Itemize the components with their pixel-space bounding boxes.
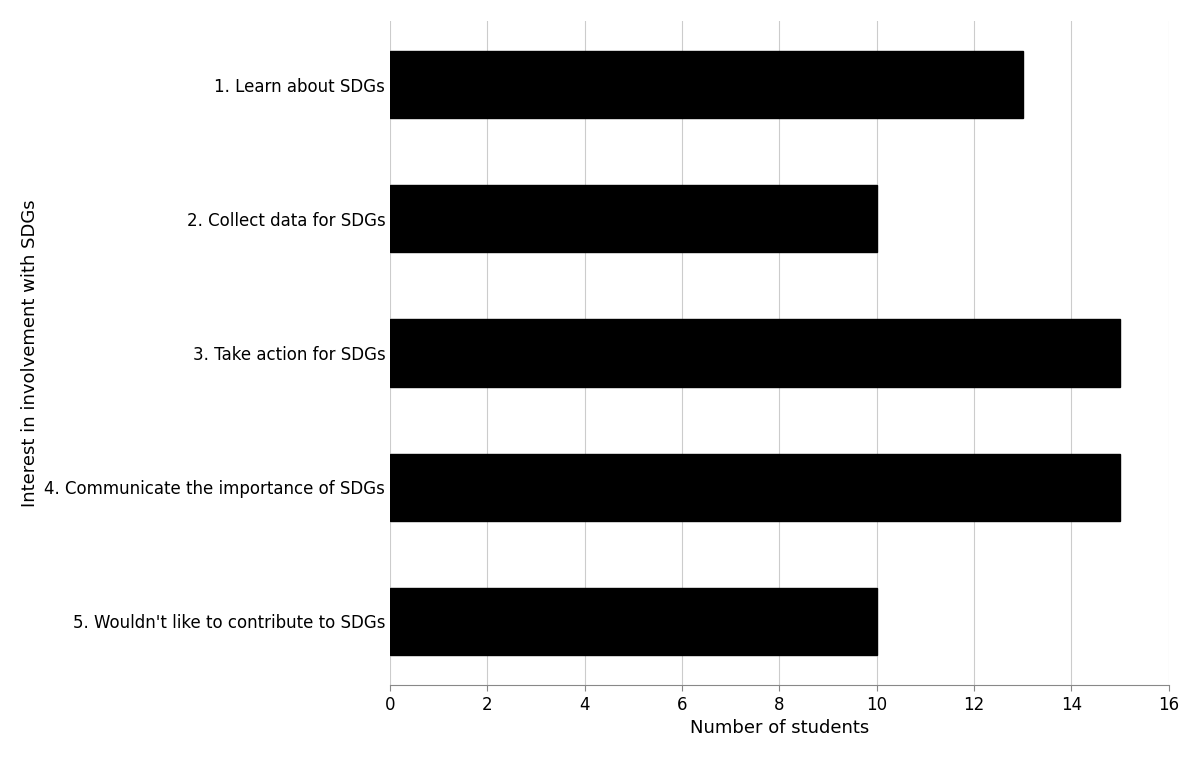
Y-axis label: Interest in involvement with SDGs: Interest in involvement with SDGs	[20, 199, 38, 507]
Bar	[390, 51, 1022, 118]
Bar	[390, 454, 1120, 521]
Bar	[390, 185, 877, 252]
X-axis label: Number of students: Number of students	[690, 719, 869, 738]
Bar	[390, 319, 1120, 387]
Bar	[390, 588, 877, 655]
